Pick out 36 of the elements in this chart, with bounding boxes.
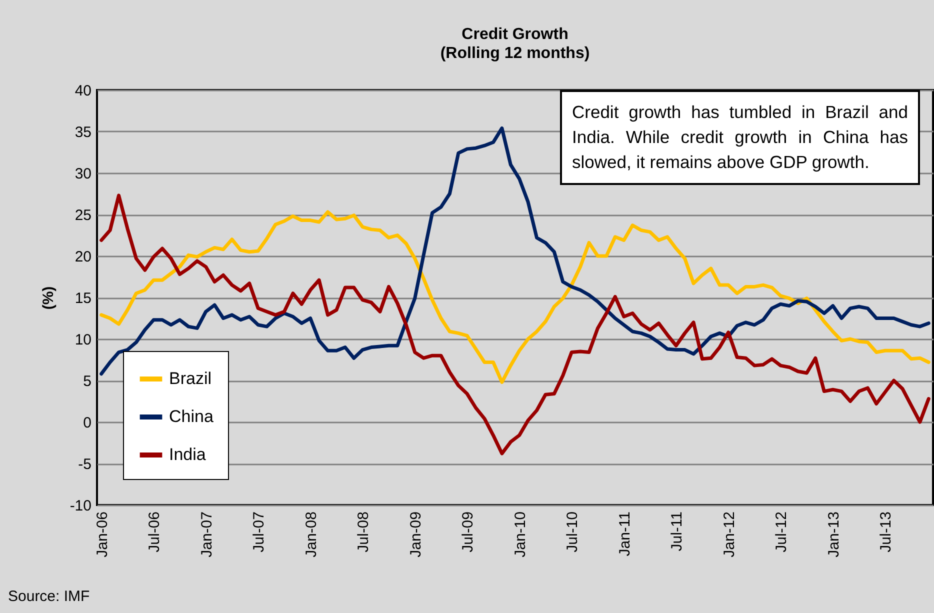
note-box: Credit growth has tumbled in Brazil and India. While credit growth in China has slowed, it remains above GDP growth. bbox=[560, 90, 920, 185]
legend-label: India bbox=[169, 445, 206, 464]
x-tick-label: Jul-08 bbox=[355, 512, 372, 552]
legend-label: Brazil bbox=[169, 369, 212, 388]
x-tick-label: Jan-09 bbox=[407, 512, 424, 558]
x-tick-label: Jan-12 bbox=[720, 512, 738, 558]
x-tick-label: Jan-08 bbox=[302, 512, 320, 558]
source-note: Source: IMF bbox=[8, 588, 90, 605]
x-tick-label: Jul-11 bbox=[668, 512, 686, 552]
x-tick-label: Jan-06 bbox=[94, 512, 111, 558]
y-tick-label: 30 bbox=[74, 166, 92, 182]
y-tick-label: -5 bbox=[78, 456, 92, 473]
y-tick-label: 25 bbox=[74, 207, 92, 224]
y-tick-label: 0 bbox=[83, 414, 92, 432]
x-tick-label: Jul-09 bbox=[460, 512, 477, 552]
y-tick-label: 35 bbox=[74, 124, 92, 141]
y-tick-label: 15 bbox=[74, 290, 92, 307]
y-axis-title: (%) bbox=[40, 286, 57, 310]
x-tick-label: Jan-10 bbox=[512, 512, 529, 558]
x-tick-label: Jan-13 bbox=[825, 512, 842, 558]
legend-label: China bbox=[169, 407, 214, 426]
x-tick-label: Jul-13 bbox=[878, 512, 895, 552]
y-tick-label: 20 bbox=[74, 248, 92, 266]
x-tick-label: Jul-06 bbox=[146, 512, 164, 552]
chart-subtitle: (Rolling 12 months) bbox=[440, 45, 590, 62]
y-tick-label: 5 bbox=[83, 373, 92, 390]
y-tick-label: 40 bbox=[74, 82, 92, 100]
x-tick-label: Jan-11 bbox=[616, 512, 634, 556]
y-tick-label: 10 bbox=[74, 332, 92, 348]
x-tick-label: Jul-07 bbox=[250, 512, 268, 552]
y-tick-label: -10 bbox=[70, 498, 92, 514]
line-series bbox=[100, 210, 930, 384]
x-tick-label: Jan-07 bbox=[198, 512, 216, 558]
chart-title: Credit Growth bbox=[462, 26, 568, 43]
x-tick-label: Jul-12 bbox=[773, 512, 790, 552]
x-tick-label: Jul-10 bbox=[564, 512, 582, 552]
